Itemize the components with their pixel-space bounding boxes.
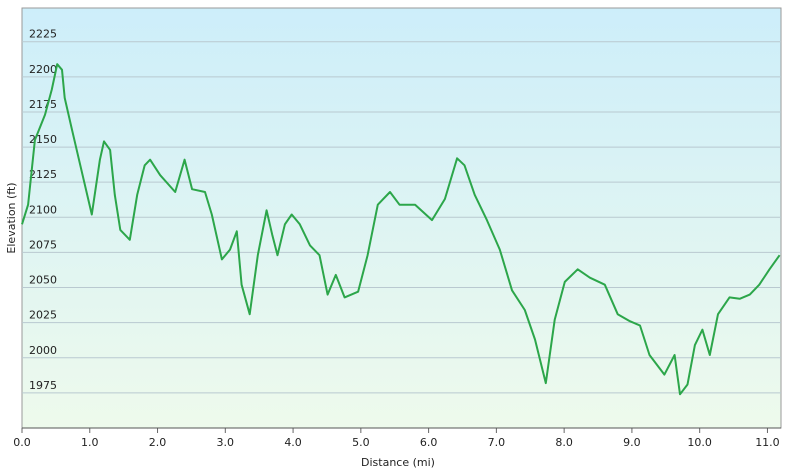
y-tick-label: 2200: [29, 63, 57, 76]
x-tick-label: 9.0: [623, 436, 641, 449]
x-tick-label: 3.0: [217, 436, 235, 449]
y-tick-label: 2225: [29, 28, 57, 41]
y-axis-label: Elevation (ft): [5, 182, 18, 253]
x-tick-label: 6.0: [420, 436, 438, 449]
y-tick-label: 2025: [29, 309, 57, 322]
x-tick-label: 4.0: [284, 436, 302, 449]
x-tick-label: 1.0: [81, 436, 99, 449]
y-tick-label: 2050: [29, 274, 57, 287]
x-tick-label: 10.0: [687, 436, 712, 449]
x-tick-label: 2.0: [149, 436, 167, 449]
x-tick-label: 11.0: [755, 436, 780, 449]
y-tick-label: 2150: [29, 133, 57, 146]
y-tick-label: 2000: [29, 344, 57, 357]
y-tick-label: 2125: [29, 168, 57, 181]
x-tick-label: 5.0: [352, 436, 370, 449]
y-tick-label: 2175: [29, 98, 57, 111]
x-tick-label: 0.0: [13, 436, 31, 449]
elevation-line: [21, 63, 781, 396]
x-tick-label: 8.0: [555, 436, 573, 449]
plot-area: [21, 7, 782, 429]
y-tick-label: 1975: [29, 379, 57, 392]
x-tick-label: 7.0: [488, 436, 506, 449]
y-tick-label: 2075: [29, 238, 57, 251]
x-axis-label: Distance (mi): [361, 456, 435, 469]
y-tick-label: 2100: [29, 203, 57, 216]
